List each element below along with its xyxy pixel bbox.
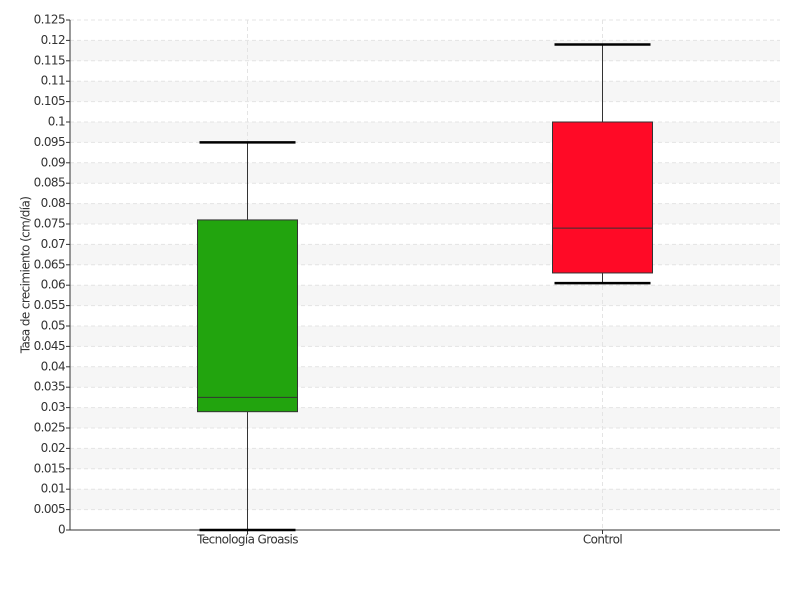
grid-band [70, 162, 780, 184]
grid-band [70, 122, 780, 143]
y-tick-label: 0.025 [34, 421, 65, 435]
y-tick-label: 0.09 [41, 155, 65, 169]
y-tick-label: 0.125 [34, 13, 65, 27]
y-tick-label: 0.03 [41, 400, 65, 414]
y-tick-label: 0.035 [34, 380, 65, 394]
grid-band [70, 40, 780, 61]
box [552, 121, 653, 274]
y-tick-label: 0.05 [41, 319, 65, 333]
y-tick-label: 0 [58, 523, 65, 537]
grid-band [70, 203, 780, 224]
y-tick-label: 0.07 [41, 237, 65, 251]
grid-band [70, 81, 780, 102]
y-tick-label: 0.04 [41, 359, 65, 373]
y-tick-label: 0.095 [34, 135, 65, 149]
y-tick-label: 0.055 [34, 298, 65, 312]
grid-band [70, 244, 780, 265]
y-tick-label: 0.075 [34, 217, 65, 231]
grid-band [70, 285, 780, 306]
y-tick-label: 0.01 [41, 482, 65, 496]
y-tick-label: 0.015 [34, 461, 65, 475]
y-tick-label: 0.02 [41, 441, 65, 455]
y-tick-label: 0.105 [34, 94, 65, 108]
grid-band [70, 448, 780, 469]
x-tick-label: Control [583, 533, 622, 547]
grid-band [70, 366, 780, 388]
y-tick-label: 0.065 [34, 257, 65, 271]
y-tick-label: 0.115 [34, 53, 65, 67]
grid-band [70, 489, 780, 510]
y-tick-label: 0.08 [41, 196, 65, 210]
grid-band [70, 407, 780, 428]
y-tick-label: 0.12 [41, 33, 65, 47]
y-tick-label: 0.045 [34, 339, 65, 353]
box [197, 219, 298, 413]
y-tick-label: 0.1 [48, 115, 65, 129]
y-axis-label: Tasa de crecimiento (cm/día) [19, 197, 33, 355]
x-tick-label: Tecnología Groasis [196, 533, 298, 547]
y-tick-label: 0.11 [41, 74, 65, 88]
y-tick-label: 0.085 [34, 176, 65, 190]
y-tick-label: 0.005 [34, 502, 65, 516]
grid-band [70, 326, 780, 347]
y-tick-label: 0.06 [41, 278, 65, 292]
